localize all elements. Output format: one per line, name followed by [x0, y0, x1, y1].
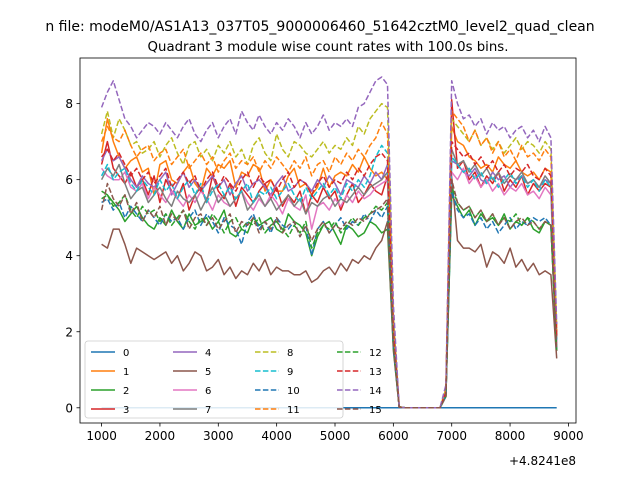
y-tick-label: 6 — [65, 173, 73, 187]
legend-label-6: 6 — [205, 386, 211, 397]
y-tick-label: 2 — [65, 325, 73, 339]
x-tick-label: 6000 — [378, 429, 409, 443]
y-tick-label: 0 — [65, 401, 73, 415]
x-tick-label: 8000 — [495, 429, 526, 443]
legend-label-9: 9 — [287, 367, 293, 378]
x-tick-label: 7000 — [436, 429, 467, 443]
series-line-8 — [100, 102, 558, 409]
x-tick-label: 2000 — [145, 429, 176, 443]
series-line-2 — [101, 190, 558, 409]
x-tick-label: 5000 — [320, 429, 351, 443]
y-tick-label: 4 — [65, 249, 73, 263]
legend-label-3: 3 — [123, 405, 129, 416]
figure-suptitle: n file: modeM0/AS1A13_037T05_9000006460_… — [45, 19, 594, 35]
plot-area: 1000 2000 3000 4000 5000 6000 7000 8000 9000+4.8… — [65, 57, 584, 468]
legend-label-0: 0 — [123, 348, 129, 359]
y-tick-label: 8 — [65, 97, 73, 111]
chart-title: Quadrant 3 module wise count rates with … — [148, 40, 509, 55]
series-line-14 — [100, 76, 558, 409]
series-line-11 — [100, 110, 558, 409]
legend-label-4: 4 — [205, 348, 211, 359]
series-line-9 — [100, 144, 558, 409]
series-line-12 — [101, 186, 558, 409]
legend-label-8: 8 — [287, 348, 293, 359]
legend-label-10: 10 — [287, 386, 300, 397]
x-offset-label: +4.8241e8 — [509, 454, 576, 468]
legend-label-5: 5 — [205, 367, 211, 378]
series-line-13 — [101, 140, 558, 409]
legend-label-1: 1 — [123, 367, 129, 378]
legend-box — [84, 340, 344, 419]
x-tick-label: 9000 — [553, 429, 584, 443]
series-line-5 — [101, 175, 558, 409]
legend-label-2: 2 — [123, 386, 129, 397]
series-line-15 — [100, 178, 558, 409]
legend-label-7: 7 — [205, 405, 211, 416]
x-tick-label: 1000 — [86, 429, 117, 443]
legend-label-14: 14 — [369, 386, 382, 397]
x-tick-label: 4000 — [261, 429, 292, 443]
axes-frame — [79, 57, 577, 424]
legend-label-13: 13 — [369, 367, 382, 378]
legend-label-12: 12 — [369, 348, 382, 359]
legend-label-15: 15 — [369, 405, 382, 416]
x-tick-label: 3000 — [203, 429, 234, 443]
series-line-4 — [100, 148, 558, 409]
legend-label-11: 11 — [287, 405, 300, 416]
